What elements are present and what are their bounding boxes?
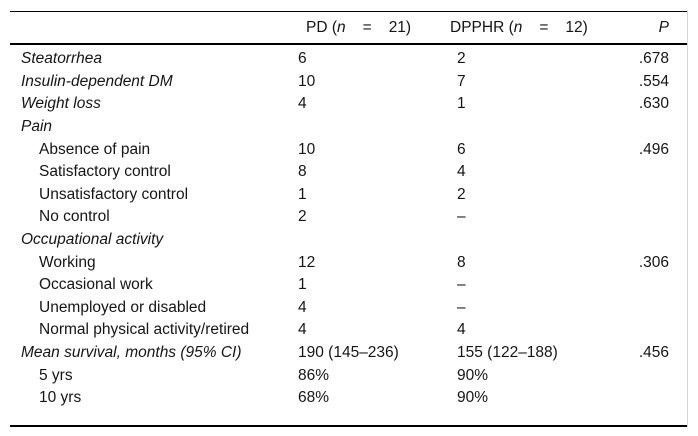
pd-header-count: 21)	[388, 18, 412, 36]
p-value: .630	[638, 95, 669, 113]
row-label: Steatorrhea	[21, 50, 102, 68]
dpphr-value: –	[457, 208, 466, 226]
p-value-column-header: P	[658, 18, 669, 36]
p-value: .554	[638, 72, 669, 90]
table-row: 10 yrs 68% 90%	[10, 387, 688, 410]
pd-vs-dpphr-comparison-table: PD (n = 21) DPPHR (n = 12) P Steatorrhea…	[10, 11, 688, 427]
row-label: Occasional work	[39, 276, 153, 294]
table-row: Occupational activity	[10, 229, 688, 252]
dpphr-value: 90%	[457, 389, 489, 407]
pd-column-header: PD (n = 21)	[298, 19, 457, 37]
row-label: Unsatisfactory control	[39, 185, 189, 203]
scan-edge-artifact-line	[687, 10, 688, 427]
pd-value: 4	[298, 95, 307, 113]
pd-value: 2	[298, 208, 307, 226]
pd-value: 86%	[298, 366, 330, 384]
table-row: No control 2 –	[10, 206, 688, 229]
table-row: Insulin-dependent DM 10 7 .554	[10, 71, 688, 94]
table-row: Unsatisfactory control 1 2	[10, 184, 688, 207]
row-label: Occupational activity	[21, 231, 164, 249]
dpphr-header-count: 12)	[565, 18, 588, 36]
row-label: Weight loss	[21, 95, 101, 113]
table-body: Steatorrhea 6 2 .678 Insulin-dependent D…	[10, 45, 688, 425]
row-label: No control	[39, 208, 110, 226]
row-label: Absence of pain	[39, 140, 151, 158]
table-row: Mean survival, months (95% CI) 190 (145–…	[10, 342, 688, 365]
p-value: .496	[638, 140, 669, 158]
row-label: Insulin-dependent DM	[21, 72, 173, 90]
dpphr-header-prefix: DPPHR (n	[450, 18, 523, 36]
table-row: Working 12 8 .306	[10, 251, 688, 274]
pd-header-n: n	[337, 18, 346, 36]
table-row: Occasional work 1 –	[10, 274, 688, 297]
row-label: Satisfactory control	[39, 163, 171, 181]
table-header-row: PD (n = 21) DPPHR (n = 12) P	[10, 12, 688, 45]
dpphr-value: 2	[457, 185, 466, 203]
pd-value: 10	[298, 140, 316, 158]
pd-value: 68%	[298, 389, 330, 407]
row-label: Unemployed or disabled	[39, 298, 207, 316]
row-label: Working	[39, 253, 96, 271]
row-label: 5 yrs	[39, 366, 73, 384]
pd-value: 6	[298, 50, 307, 68]
table-row: Unemployed or disabled 4 –	[10, 297, 688, 320]
table-row: Pain	[10, 116, 688, 139]
dpphr-value: 4	[457, 321, 466, 339]
table-row: 5 yrs 86% 90%	[10, 364, 688, 387]
row-label: Mean survival, months (95% CI)	[21, 344, 242, 362]
row-label: 10 yrs	[39, 389, 82, 407]
dpphr-value: 155 (122–188)	[457, 344, 558, 362]
table-row: Steatorrhea 6 2 .678	[10, 48, 688, 71]
pd-value: 10	[298, 72, 316, 90]
pd-value: 1	[298, 185, 307, 203]
table-row: Normal physical activity/retired 4 4	[10, 319, 688, 342]
dpphr-value: 8	[457, 253, 466, 271]
dpphr-value: –	[457, 298, 466, 316]
dpphr-value: 1	[457, 95, 466, 113]
dpphr-column-header: DPPHR (n = 12)	[450, 19, 607, 37]
dpphr-value: 90%	[457, 366, 489, 384]
row-label: Normal physical activity/retired	[39, 321, 250, 339]
pd-value: 4	[298, 321, 307, 339]
p-value: .456	[638, 344, 669, 362]
pd-value: 4	[298, 298, 307, 316]
table-row: Absence of pain 10 6 .496	[10, 138, 688, 161]
pd-header-equals: =	[362, 18, 372, 36]
dpphr-value: 2	[457, 50, 466, 68]
dpphr-value: –	[457, 276, 466, 294]
table-row: Satisfactory control 8 4	[10, 161, 688, 184]
dpphr-header-n: n	[513, 18, 523, 36]
row-label: Pain	[21, 118, 53, 136]
dpphr-header-equals: =	[539, 18, 549, 36]
pd-header-prefix: PD (n	[306, 18, 346, 36]
table-row: Weight loss 4 1 .630	[10, 93, 688, 116]
dpphr-value: 4	[457, 163, 466, 181]
dpphr-value: 6	[457, 140, 466, 158]
p-value: .306	[638, 253, 669, 271]
pd-value: 8	[298, 163, 307, 181]
pd-value: 12	[298, 253, 316, 271]
p-value: .678	[638, 50, 669, 68]
pd-value: 190 (145–236)	[298, 344, 399, 362]
pd-value: 1	[298, 276, 307, 294]
dpphr-value: 7	[457, 72, 466, 90]
